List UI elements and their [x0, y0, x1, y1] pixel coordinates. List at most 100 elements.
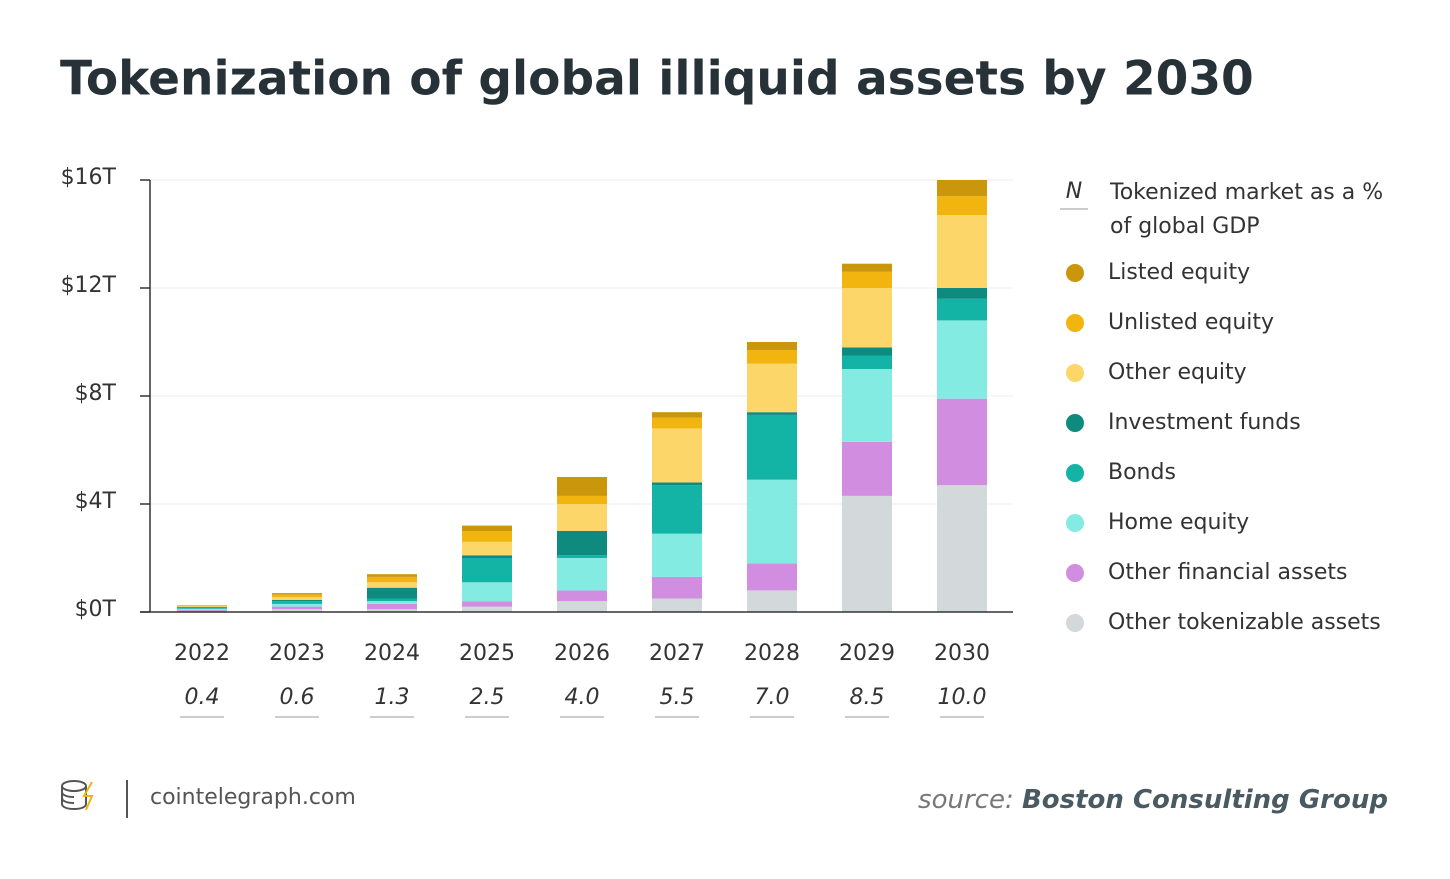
chart-title: Tokenization of global illiquid assets b…: [60, 52, 1254, 107]
bar-segment: [367, 603, 417, 610]
legend: N Tokenized market as a % of global GDP Li…: [1060, 176, 1400, 656]
bar-segment: [367, 582, 417, 588]
legend-symbol: N: [1060, 176, 1088, 210]
bar-segment: [747, 412, 797, 415]
legend-item: Other financial assets: [1060, 556, 1400, 590]
bar-segment: [557, 590, 607, 602]
bar-segment: [747, 479, 797, 564]
bar-segment: [272, 606, 322, 610]
x-tick-label: 2028: [744, 641, 800, 666]
y-tick-label: $0T: [75, 597, 117, 622]
bar-segment: [842, 369, 892, 442]
bar-segment: [177, 606, 227, 608]
bar-segment: [272, 609, 322, 612]
gdp-share-label: 2.5: [470, 685, 505, 710]
legend-label: Home equity: [1108, 510, 1250, 535]
bar-segment: [462, 558, 512, 583]
bar-segment: [272, 597, 322, 600]
gdp-share-label: 5.5: [660, 685, 695, 710]
legend-label: Listed equity: [1108, 260, 1251, 285]
x-tick-label: 2026: [554, 641, 610, 666]
bar-segment: [177, 608, 227, 611]
legend-swatch: [1066, 564, 1084, 582]
x-tick-label: 2027: [649, 641, 705, 666]
bar-segment: [177, 606, 227, 607]
legend-item: Other equity: [1060, 356, 1400, 390]
bar-segment: [842, 288, 892, 348]
legend-item: Listed equity: [1060, 256, 1400, 290]
bar-segment: [462, 555, 512, 558]
bar-segment: [652, 412, 702, 418]
gdp-share-label: 0.4: [185, 685, 220, 710]
legend-item: Unlisted equity: [1060, 306, 1400, 340]
bar-segment: [462, 606, 512, 612]
bar-segment: [652, 428, 702, 483]
x-tick-label: 2029: [839, 641, 895, 666]
bar-segment: [557, 558, 607, 591]
y-tick-label: $8T: [75, 381, 117, 406]
bar-segment: [937, 215, 987, 288]
x-tick-label: 2023: [269, 641, 325, 666]
bar-segment: [177, 610, 227, 612]
bar-segment: [842, 271, 892, 288]
legend-label: Unlisted equity: [1108, 310, 1275, 335]
gdp-share-label: 7.0: [755, 685, 790, 710]
bar-segment: [557, 531, 607, 556]
legend-swatch: [1066, 614, 1084, 632]
bar-segment: [937, 180, 987, 197]
bar-segment: [177, 607, 227, 609]
legend-item: Investment funds: [1060, 406, 1400, 440]
bar-segment: [747, 363, 797, 413]
bar-segment: [652, 482, 702, 486]
bar-segment: [842, 495, 892, 612]
legend-item: Home equity: [1060, 506, 1400, 540]
legend-label: Tokenized market as a % of global GDP: [1110, 180, 1384, 239]
x-tick-label: 2022: [174, 641, 230, 666]
bar-segment: [842, 355, 892, 369]
bar-segment: [367, 574, 417, 577]
gdp-share-label: 0.6: [280, 685, 315, 710]
y-tick-label: $16T: [61, 165, 117, 190]
y-tick-label: $12T: [61, 273, 117, 298]
legend-swatch: [1066, 364, 1084, 382]
bar-segment: [272, 594, 322, 598]
legend-label: Bonds: [1108, 460, 1176, 485]
bar-segment: [272, 593, 322, 595]
bar-segment: [557, 477, 607, 496]
bar-segment: [272, 601, 322, 604]
y-tick-label: $4T: [75, 489, 117, 514]
bar-segment: [557, 495, 607, 504]
legend-label: Investment funds: [1108, 410, 1301, 435]
bar-segment: [842, 441, 892, 496]
bar-segment: [462, 525, 512, 531]
bar-segment: [747, 414, 797, 480]
bar-segment: [747, 590, 797, 612]
source: source: Boston Consulting Group: [918, 785, 1388, 815]
x-tick-label: 2030: [934, 641, 990, 666]
bar-segment: [652, 485, 702, 534]
gdp-share-label: 4.0: [565, 685, 600, 710]
legend-swatch: [1066, 514, 1084, 532]
bar-segment: [842, 347, 892, 356]
bar-segment: [937, 320, 987, 399]
bar-segment: [652, 576, 702, 599]
legend-swatch: [1066, 464, 1084, 482]
bar-segment: [937, 398, 987, 486]
bar-segment: [177, 605, 227, 606]
legend-swatch: [1066, 414, 1084, 432]
bar-segment: [462, 582, 512, 602]
bar-segment: [747, 342, 797, 351]
bar-segment: [272, 603, 322, 607]
bar-segment: [557, 601, 607, 612]
legend-label: Other equity: [1108, 360, 1247, 385]
bar-segment: [652, 417, 702, 429]
legend-label: Other tokenizable assets: [1108, 610, 1381, 635]
bar-segment: [937, 288, 987, 299]
gdp-share-label: 1.3: [375, 685, 410, 710]
bar-segment: [937, 298, 987, 321]
gdp-share-label: 10.0: [938, 685, 987, 710]
bar-segment: [747, 563, 797, 591]
bar-segment: [462, 531, 512, 542]
